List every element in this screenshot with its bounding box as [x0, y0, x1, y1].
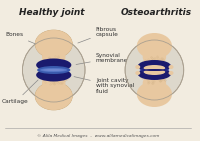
- Ellipse shape: [169, 65, 173, 69]
- Text: Bones: Bones: [5, 32, 36, 44]
- Ellipse shape: [143, 75, 166, 91]
- Ellipse shape: [42, 74, 65, 92]
- Text: Cartilage: Cartilage: [2, 80, 38, 104]
- Ellipse shape: [42, 48, 65, 66]
- Ellipse shape: [135, 65, 140, 69]
- Ellipse shape: [142, 69, 167, 71]
- Ellipse shape: [35, 30, 72, 58]
- Text: Healthy joint: Healthy joint: [19, 8, 85, 17]
- Text: Fibrous
capsule: Fibrous capsule: [78, 27, 119, 43]
- Text: Synovial
membrane: Synovial membrane: [76, 53, 128, 64]
- Ellipse shape: [144, 69, 165, 75]
- Circle shape: [24, 40, 83, 100]
- Circle shape: [22, 38, 85, 102]
- Circle shape: [125, 40, 184, 100]
- Ellipse shape: [35, 30, 72, 58]
- Ellipse shape: [137, 81, 172, 107]
- Ellipse shape: [138, 68, 171, 80]
- Text: © Alila Medical Images  -  www.alilamedicalimages.com: © Alila Medical Images - www.alilamedica…: [37, 134, 159, 138]
- Ellipse shape: [36, 59, 71, 71]
- Text: Osteoarthritis: Osteoarthritis: [121, 8, 192, 17]
- Ellipse shape: [43, 69, 64, 71]
- Ellipse shape: [144, 65, 165, 71]
- Ellipse shape: [35, 82, 72, 110]
- Ellipse shape: [43, 48, 64, 64]
- Ellipse shape: [140, 68, 169, 72]
- Ellipse shape: [169, 71, 173, 75]
- Ellipse shape: [37, 66, 70, 74]
- Ellipse shape: [35, 82, 72, 110]
- Ellipse shape: [143, 49, 166, 65]
- Ellipse shape: [137, 33, 172, 59]
- Text: Joint cavity
with synovial
fluid: Joint cavity with synovial fluid: [74, 77, 134, 94]
- Ellipse shape: [40, 68, 67, 72]
- Ellipse shape: [138, 60, 171, 72]
- Ellipse shape: [36, 69, 71, 81]
- Ellipse shape: [135, 71, 140, 75]
- Ellipse shape: [43, 76, 64, 92]
